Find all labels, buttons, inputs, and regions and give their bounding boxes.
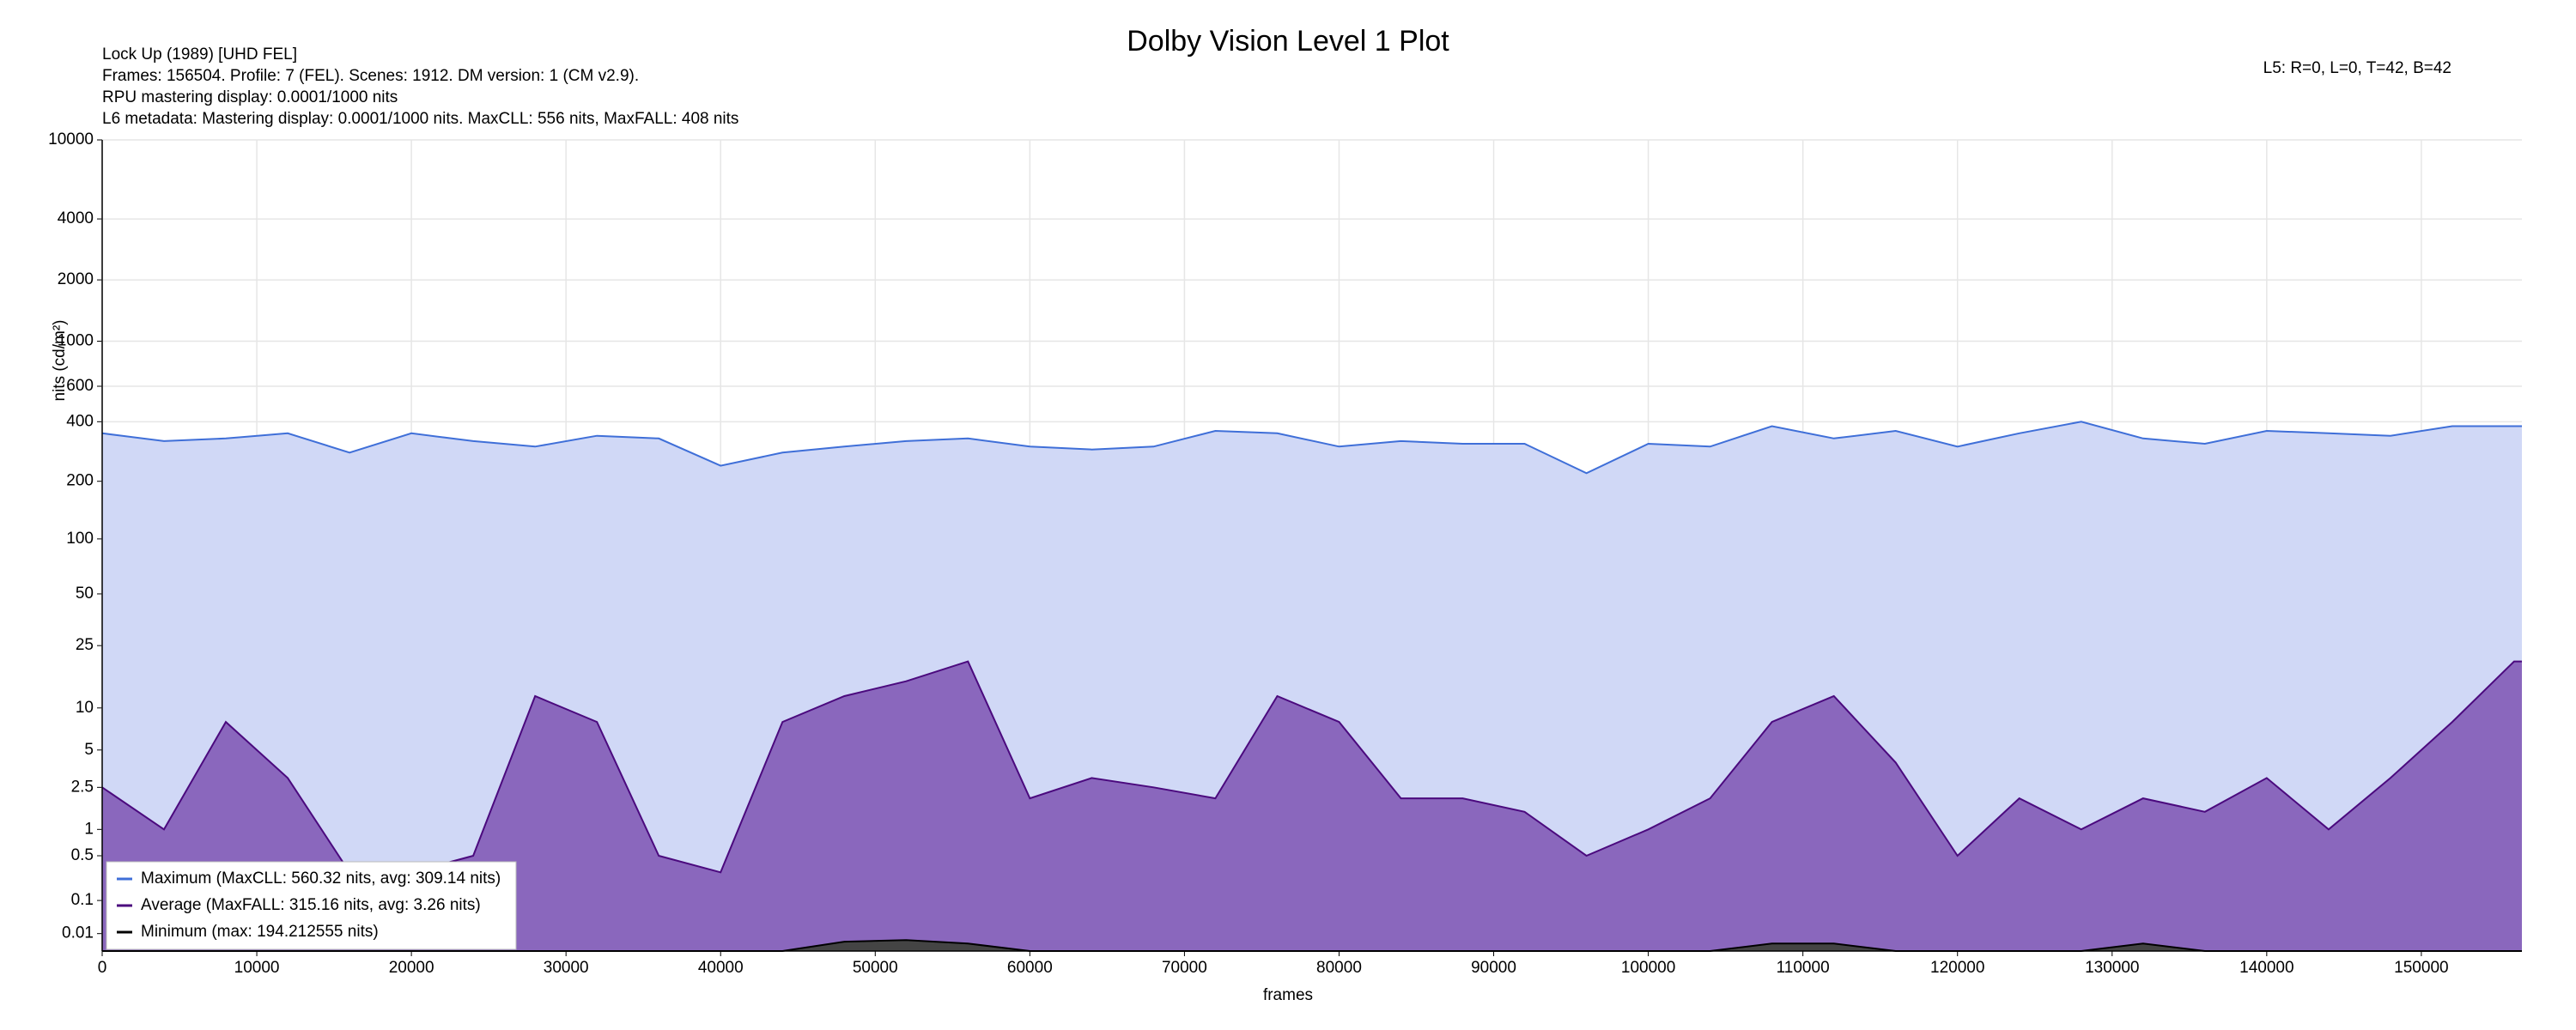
x-tick-label: 50000 — [853, 959, 898, 977]
y-tick-label: 1 — [84, 820, 94, 838]
x-tick-label: 100000 — [1621, 959, 1675, 977]
series-line — [101, 421, 2522, 475]
y-tick-label: 10 — [76, 699, 94, 717]
legend-label: Maximum (MaxCLL: 560.32 nits, avg: 309.1… — [141, 869, 501, 888]
legend-label: Minimum (max: 194.212555 nits) — [141, 923, 379, 941]
y-tick-label: 100 — [66, 530, 94, 548]
y-tick-label: 0.01 — [62, 924, 94, 942]
info-line: Frames: 156504. Profile: 7 (FEL). Scenes… — [102, 67, 639, 85]
y-tick-label: 50 — [76, 585, 94, 603]
info-line: RPU mastering display: 0.0001/1000 nits — [102, 88, 398, 106]
x-tick-label: 70000 — [1162, 959, 1207, 977]
y-tick-label: 25 — [76, 636, 94, 654]
x-tick-label: 60000 — [1007, 959, 1053, 977]
x-tick-label: 130000 — [2085, 959, 2139, 977]
x-tick-label: 110000 — [1777, 959, 1830, 977]
x-tick-label: 120000 — [1930, 959, 1984, 977]
y-tick-label: 4000 — [58, 209, 94, 227]
y-tick-label: 2000 — [58, 270, 94, 288]
y-tick-label: 10000 — [48, 130, 94, 148]
y-tick-label: 2.5 — [71, 778, 94, 796]
legend-label: Average (MaxFALL: 315.16 nits, avg: 3.26… — [141, 896, 481, 914]
y-tick-label: 400 — [66, 412, 94, 430]
x-tick-label: 150000 — [2394, 959, 2448, 977]
x-tick-label: 80000 — [1316, 959, 1362, 977]
x-tick-label: 30000 — [544, 959, 589, 977]
y-tick-label: 5 — [84, 741, 94, 759]
y-tick-label: 0.5 — [71, 846, 94, 864]
x-axis-label: frames — [1263, 986, 1313, 1004]
x-tick-label: 0 — [98, 959, 107, 977]
y-axis-label: nits (cd/m²) — [51, 320, 69, 402]
x-tick-label: 40000 — [698, 959, 744, 977]
legend-box — [106, 861, 517, 950]
series-line — [101, 660, 2522, 874]
x-tick-label: 10000 — [234, 959, 280, 977]
info-line: L6 metadata: Mastering display: 0.0001/1… — [102, 110, 738, 128]
chart-title: Dolby Vision Level 1 Plot — [1127, 25, 1449, 58]
x-tick-label: 90000 — [1471, 959, 1516, 977]
info-line: Lock Up (1989) [UHD FEL] — [102, 45, 297, 64]
y-tick-label: 1000 — [58, 332, 94, 350]
y-tick-label: 600 — [66, 377, 94, 395]
y-tick-label: 200 — [66, 472, 94, 490]
x-tick-label: 140000 — [2239, 959, 2293, 977]
area-fill — [102, 661, 2522, 951]
x-tick-label: 20000 — [389, 959, 434, 977]
y-tick-label: 0.1 — [71, 891, 94, 909]
annotation: L5: R=0, L=0, T=42, B=42 — [2263, 59, 2451, 77]
